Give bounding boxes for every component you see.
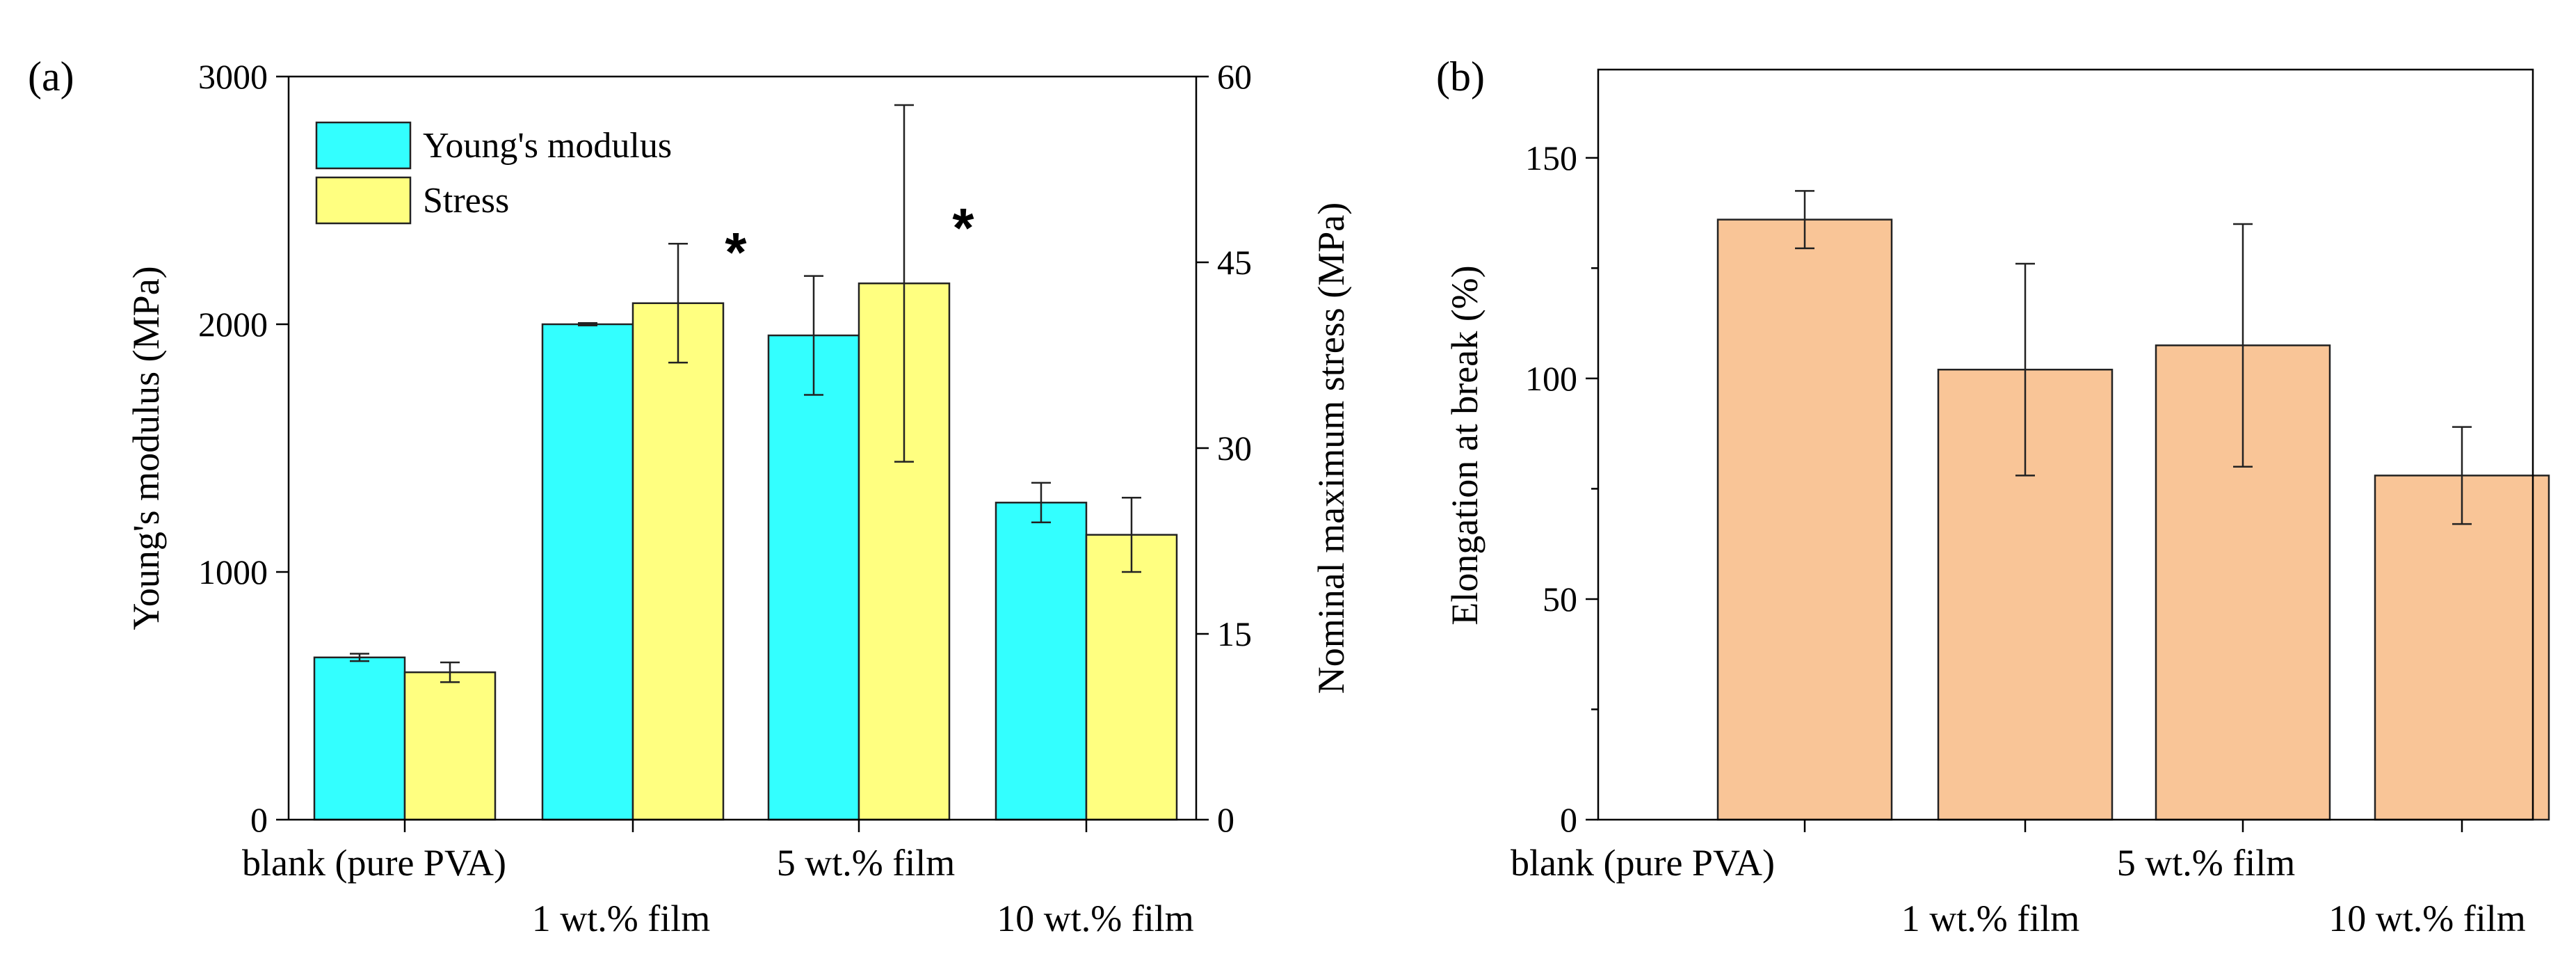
panel-b-category-10wt: 10 wt.% film [2328, 898, 2525, 939]
panel-a: (a) 0 1000 2000 3000 0 15 30 45 60 Young's modul… [28, 54, 1352, 939]
panel-a-category-10wt: 10 wt.% film [997, 898, 1193, 939]
legend-label-young-modulus: Young's modulus [423, 126, 672, 166]
bar-elongation-10-wt-film [2374, 475, 2550, 821]
panel-b-category-blank: blank (pure PVA) [1511, 842, 1775, 884]
right-tick-label-60: 60 [1217, 57, 1252, 96]
panel-b-label: (b) [1436, 54, 1485, 100]
panel-a-legend: Young's modulus Stress [315, 121, 672, 225]
left-tick-label-0: 0 [250, 800, 268, 839]
bar-stress-blank-pure-pva [403, 671, 497, 821]
left-tick-label-1000: 1000 [198, 552, 268, 591]
right-tick-label-0: 0 [1217, 800, 1234, 839]
legend-swatch-young-modulus [315, 121, 412, 170]
b-y-tick-label-150: 150 [1525, 138, 1577, 177]
left-tick-label-2000: 2000 [198, 305, 268, 344]
b-y-tick-label-50: 50 [1543, 580, 1577, 619]
panel-a-category-blank: blank (pure PVA) [242, 842, 506, 884]
left-tick-label-3000: 3000 [198, 57, 268, 96]
bar-young-s-modulus-5-wt-film [767, 334, 860, 821]
panel-a-right-axis-title: Nominal maximum stress (MPa) [1310, 202, 1352, 694]
significance-star-1wt: * [725, 221, 747, 283]
b-y-tick-label-100: 100 [1525, 359, 1577, 398]
bar-young-s-modulus-blank-pure-pva [313, 656, 406, 821]
panel-b-plot-frame [1597, 68, 2534, 821]
panel-b: (b) 0 50 100 150 Elongation at break (%) bl… [1436, 54, 2550, 939]
right-tick-label-15: 15 [1217, 614, 1252, 653]
panel-a-left-axis-title: Young's modulus (MPa) [125, 266, 167, 630]
bar-stress-10-wt-film [1085, 534, 1178, 821]
legend-label-stress: Stress [423, 181, 509, 221]
significance-star-5wt: * [952, 197, 974, 259]
panel-b-y-axis-title: Elongation at break (%) [1444, 265, 1486, 625]
bar-stress-1-wt-film [631, 302, 725, 821]
panel-a-category-1wt: 1 wt.% film [532, 898, 710, 939]
panel-b-category-5wt: 5 wt.% film [2117, 842, 2295, 884]
right-tick-label-45: 45 [1217, 243, 1252, 282]
panel-b-category-1wt: 1 wt.% film [1901, 898, 2079, 939]
panel-a-category-5wt: 5 wt.% film [777, 842, 955, 884]
right-tick-label-30: 30 [1217, 429, 1252, 468]
bar-young-s-modulus-10-wt-film [995, 502, 1088, 821]
b-y-tick-label-0: 0 [1560, 800, 1577, 839]
panel-a-label: (a) [28, 54, 74, 100]
bar-elongation-blank-pure-pva [1716, 218, 1893, 821]
bar-young-s-modulus-1-wt-film [541, 323, 634, 821]
legend-swatch-stress [315, 176, 412, 225]
